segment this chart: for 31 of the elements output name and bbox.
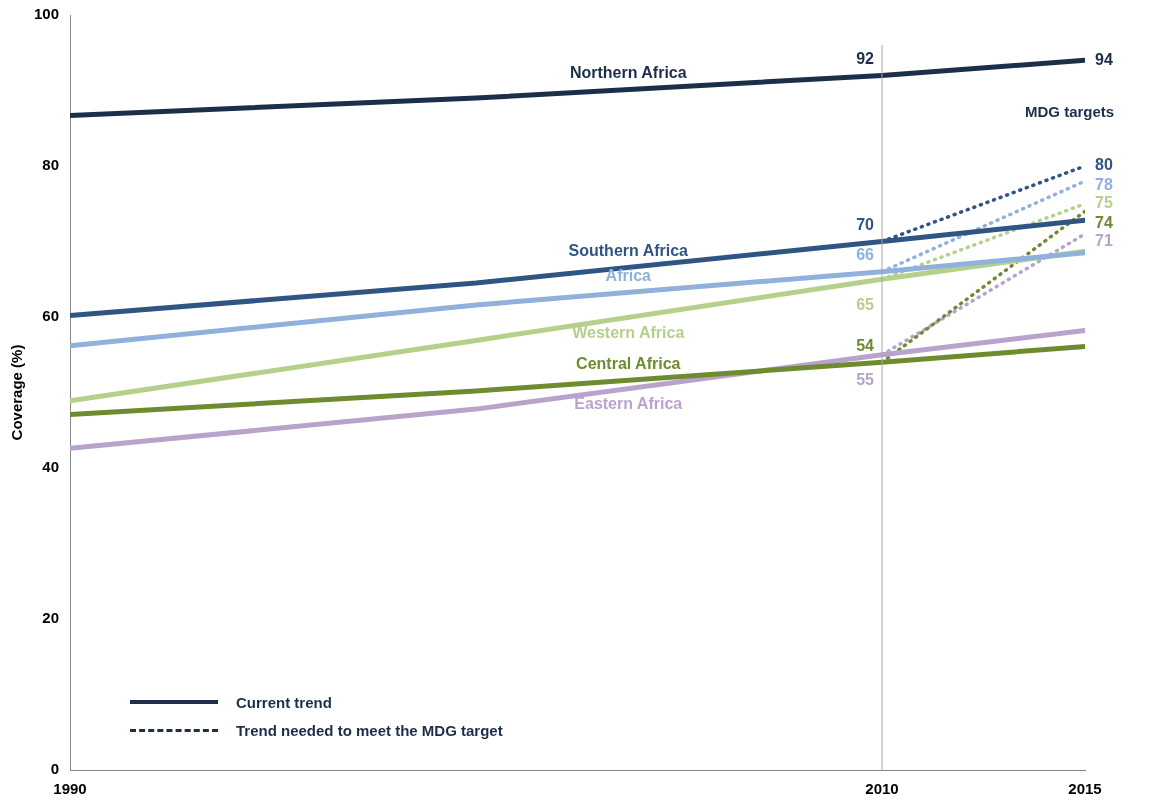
y-tick-label: 40 — [42, 458, 60, 476]
data-label: 66 — [856, 246, 875, 264]
data-label: 65 — [856, 295, 875, 313]
y-tick-label: 80 — [42, 156, 60, 174]
data-label: 94 — [1095, 50, 1113, 68]
data-label: 80 — [1095, 156, 1113, 174]
data-label: 54 — [856, 336, 875, 354]
series-label: Africa — [605, 266, 652, 284]
data-label: 74 — [1095, 213, 1113, 231]
data-label: 55 — [856, 371, 875, 389]
series-label: Central Africa — [576, 354, 681, 372]
x-tick-label: 2010 — [865, 780, 899, 798]
y-tick-label: 60 — [42, 307, 60, 325]
annotation: Trend needed to meet the MDG target — [236, 721, 503, 739]
data-label: 92 — [856, 49, 875, 67]
y-axis-title: Coverage (%) — [8, 344, 26, 441]
data-label: 75 — [1095, 194, 1113, 212]
series-label: Southern Africa — [568, 241, 689, 259]
data-label: 70 — [856, 215, 875, 233]
x-tick-label: 1990 — [53, 780, 87, 798]
x-tick-label: 2015 — [1068, 780, 1102, 798]
series-label: Western Africa — [572, 323, 685, 341]
annotation: MDG targets — [1025, 103, 1115, 121]
series-label: Eastern Africa — [574, 395, 683, 413]
data-label: 78 — [1095, 175, 1113, 193]
y-tick-label: 0 — [50, 760, 60, 778]
annotation: Current trend — [236, 693, 332, 711]
series-label: Northern Africa — [569, 63, 687, 81]
data-label: 71 — [1095, 232, 1113, 250]
y-tick-label: 20 — [42, 609, 60, 627]
y-tick-label: 100 — [34, 5, 60, 23]
